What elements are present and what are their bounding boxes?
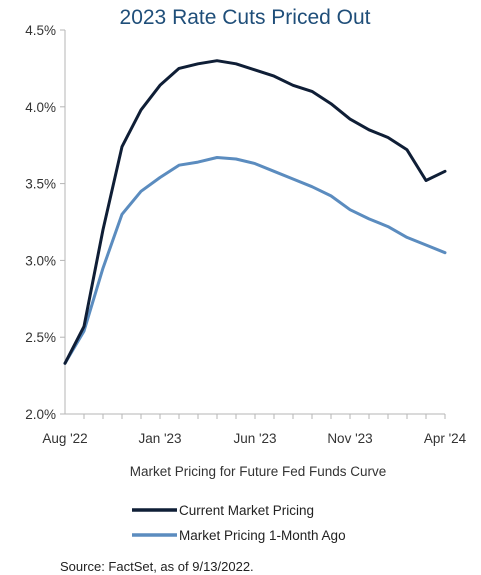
y-tick-label: 2.0% bbox=[25, 407, 56, 422]
series-line-market-pricing-1-month-ago bbox=[63, 156, 447, 365]
x-tick-label: Nov '23 bbox=[327, 431, 372, 446]
y-tick-label: 4.5% bbox=[25, 23, 56, 38]
chart-title: 2023 Rate Cuts Priced Out bbox=[120, 6, 371, 29]
source-note: Source: FactSet, as of 9/13/2022. bbox=[60, 559, 254, 574]
x-tick-label: Apr '24 bbox=[424, 431, 467, 446]
plot-area: 2.0% 2.5% 3.0% 3.5% 4.0% 4.5% Aug '22 Jan '23 J… bbox=[25, 23, 466, 446]
x-axis-label: Market Pricing for Future Fed Funds Curv… bbox=[130, 464, 387, 479]
y-tick-label: 4.0% bbox=[25, 100, 56, 115]
legend: Current Market Pricing Market Pricing 1-… bbox=[132, 503, 346, 543]
y-tick-label: 3.5% bbox=[25, 177, 56, 192]
x-tick-label: Aug '22 bbox=[42, 431, 87, 446]
y-tick-label: 3.0% bbox=[25, 253, 56, 268]
legend-label-month-ago: Market Pricing 1-Month Ago bbox=[179, 528, 346, 543]
y-tick-label: 2.5% bbox=[25, 330, 56, 345]
x-tick-label: Jan '23 bbox=[138, 431, 181, 446]
series-line-current-market-pricing bbox=[63, 59, 447, 365]
x-tick-label: Jun '23 bbox=[233, 431, 276, 446]
legend-label-current: Current Market Pricing bbox=[179, 503, 314, 518]
